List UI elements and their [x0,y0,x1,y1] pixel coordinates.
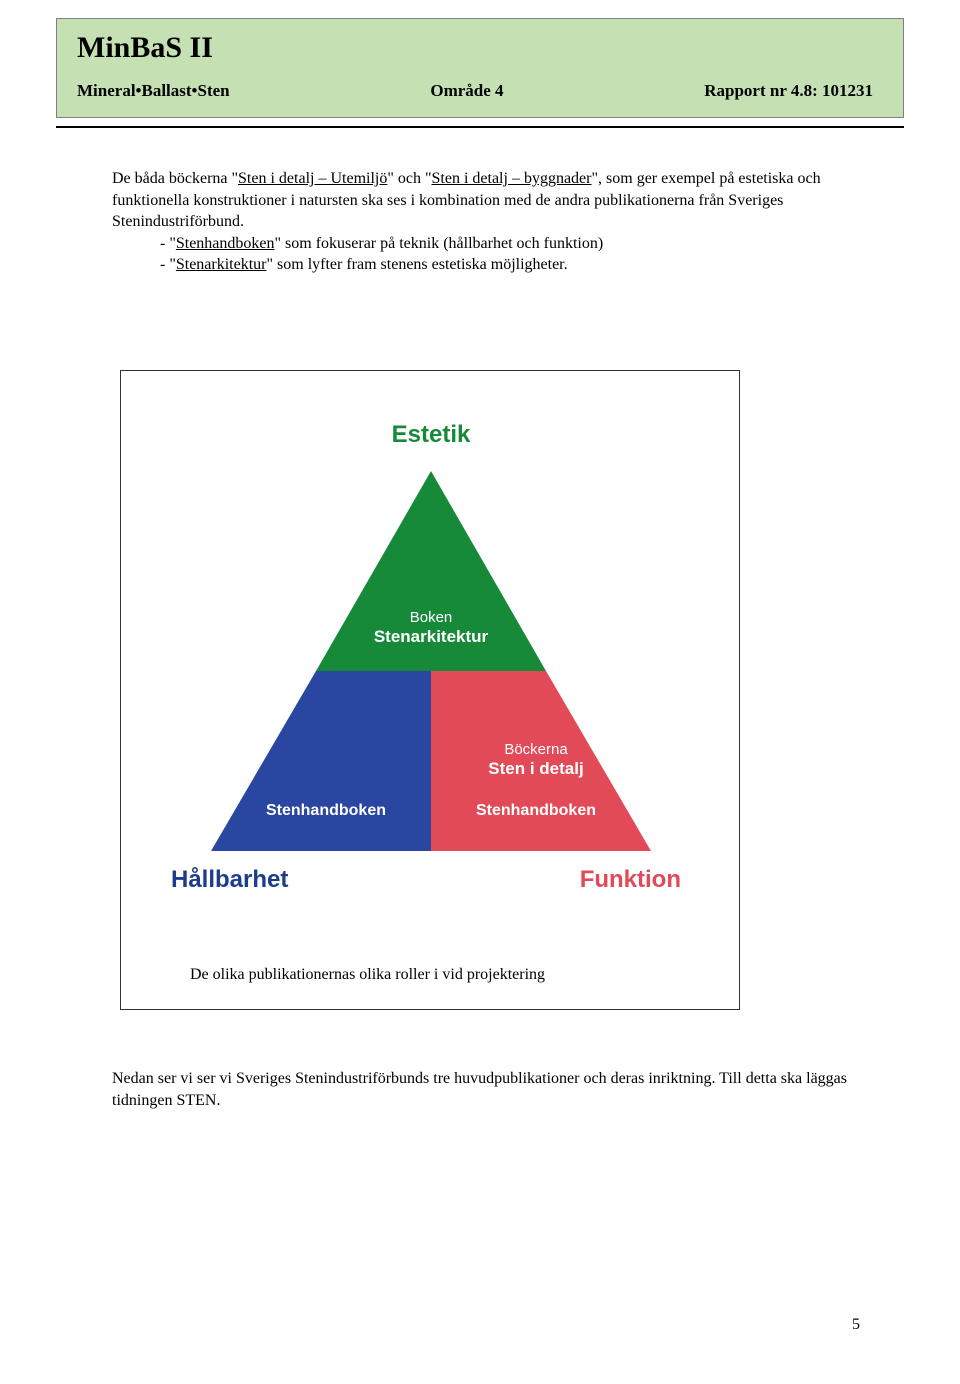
triangle-diagram: Estetik Hållbarhet Funktion Boken Stenar… [201,411,661,971]
vertex-label-right: Funktion [481,866,681,894]
b1-b: " som fokuserar på teknik (hållbarhet oc… [275,235,604,252]
bullet-list: - "Stenhandboken" som fokuserar på tekni… [160,233,852,276]
b2-a: - " [160,256,176,273]
page-number: 5 [852,1316,860,1334]
figure-caption: De olika publikationernas olika roller i… [190,966,830,984]
b1-u: Stenhandboken [176,235,275,252]
header-col1: Mineral•Ballast•Sten [77,81,230,101]
section-top-label: Boken Stenarkitektur [201,609,661,647]
section-right-label-top: Böckerna Sten i detalj [436,741,636,779]
section-left-label: Stenhandboken [241,801,411,820]
section-top-line1: Boken [201,609,661,627]
p1-text-a: De båda böckerna " [112,170,238,187]
vertex-label-top: Estetik [201,421,661,449]
b2-u: Stenarkitektur [176,256,267,273]
section-right-label-bottom: Stenhandboken [436,801,636,820]
header-rule [56,126,904,128]
vertex-label-left: Hållbarhet [171,866,371,894]
section-right-line2: Sten i detalj [436,759,636,779]
paragraph-2: Nedan ser vi ser vi Sveriges Stenindustr… [112,1068,852,1111]
header-row: Mineral•Ballast•Sten Område 4 Rapport nr… [77,81,883,101]
paragraph-1: De båda böckerna "Sten i detalj – Utemil… [112,168,852,276]
header-title: MinBaS II [77,31,883,65]
page-header: MinBaS II Mineral•Ballast•Sten Område 4 … [56,18,904,118]
p1-text-b: " och " [387,170,431,187]
figure-triangle: Estetik Hållbarhet Funktion Boken Stenar… [120,370,740,1010]
header-col2: Område 4 [430,81,503,101]
b2-b: " som lyfter fram stenens estetiska möjl… [267,256,568,273]
header-col3: Rapport nr 4.8: 101231 [704,81,873,101]
p1-underline-2: Sten i detalj – byggnader [432,170,592,187]
b1-a: - " [160,235,176,252]
section-top-line2: Stenarkitektur [201,627,661,647]
section-right-line1: Böckerna [436,741,636,759]
triangle-bottom-left [211,671,431,851]
p1-underline-1: Sten i detalj – Utemiljö [238,170,387,187]
